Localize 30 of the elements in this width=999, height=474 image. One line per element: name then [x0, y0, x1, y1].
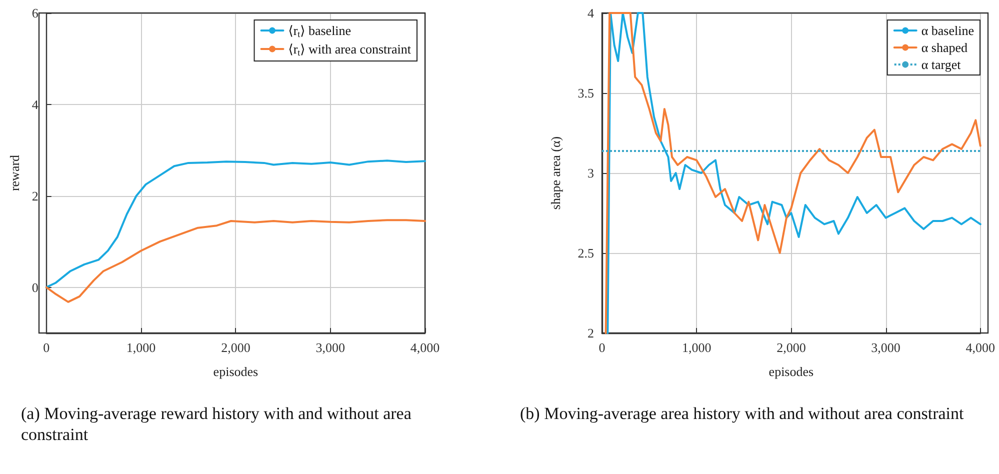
y-tick-label: 2: [32, 188, 38, 204]
x-axis-title: episodes: [213, 364, 258, 379]
x-tick-label: 0: [43, 340, 50, 355]
x-tick-label: 2,000: [776, 340, 806, 355]
x-axis-title: episodes: [768, 364, 814, 379]
y-tick-label: 4: [588, 6, 594, 20]
y-tick-label: 4: [32, 96, 39, 112]
x-tick-label: 1,000: [126, 340, 156, 355]
text: (a) Moving-average reward history with and without area constraint: [21, 404, 416, 444]
line-series: [45, 219, 426, 303]
y-tick-label: 2: [588, 326, 594, 340]
text: (b) Moving-average area history with and without area constraint: [520, 404, 964, 423]
legend-label: α shaped: [921, 40, 968, 55]
y-tick-label: 2.5: [578, 246, 594, 260]
x-tick-label: 4,000: [410, 340, 440, 355]
y-tick-label: 0: [32, 280, 38, 295]
y-axis-title: shape area (α): [548, 136, 563, 210]
y-tick-label: 3: [588, 166, 594, 180]
x-tick-label: 3,000: [316, 340, 345, 355]
y-axis-title: reward: [7, 154, 22, 192]
x-tick-label: 3,000: [871, 340, 900, 355]
x-tick-label: 1,000: [682, 340, 712, 355]
x-tick-label: 0: [598, 340, 606, 355]
x-tick-label: 4,000: [966, 340, 995, 355]
x-tick-label: 2,000: [221, 340, 250, 355]
legend-label: α baseline: [921, 23, 974, 38]
line-series: [45, 160, 426, 288]
legend-label: α target: [921, 57, 962, 72]
y-tick-label: 6: [32, 6, 39, 20]
y-tick-label: 3.5: [578, 86, 594, 100]
